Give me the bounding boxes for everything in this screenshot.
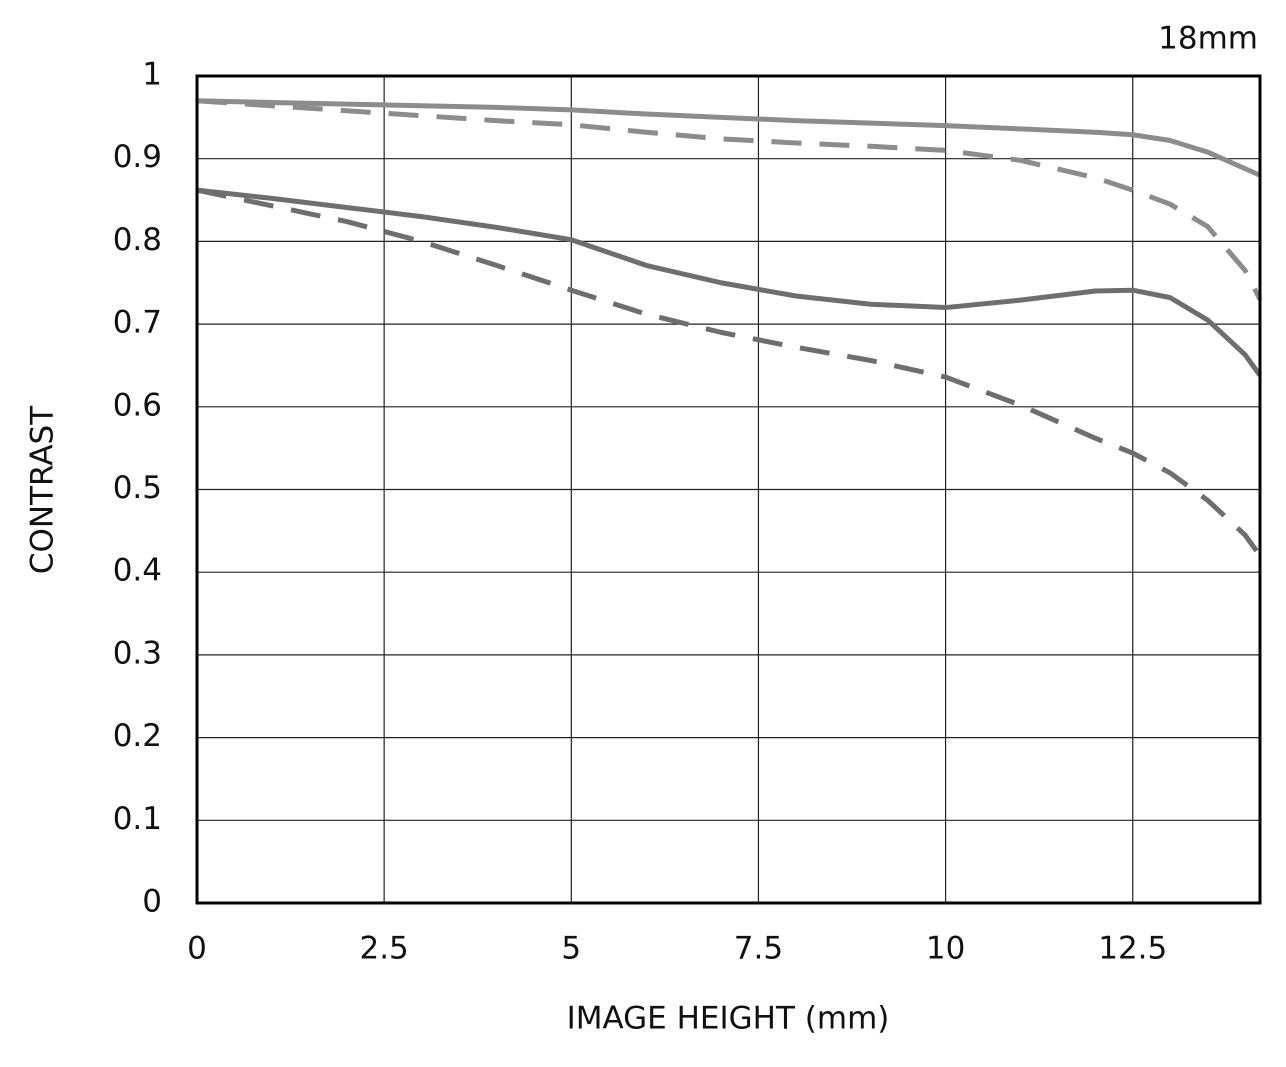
x-tick-label: 0	[187, 931, 207, 967]
series-line	[196, 187, 1263, 558]
y-tick-label: 0.4	[113, 553, 162, 589]
y-tick-label: 0	[142, 884, 162, 920]
y-tick-label: 0.5	[113, 470, 162, 506]
x-tick-label: 7.5	[734, 931, 783, 967]
series-line	[196, 98, 1262, 178]
x-tick-label: 2.5	[359, 931, 408, 967]
y-axis-label: CONTRAST	[25, 405, 61, 574]
series-line	[196, 98, 1263, 301]
x-tick-label: 12.5	[1098, 931, 1167, 967]
y-tick-label: 1	[142, 57, 162, 93]
x-axis-label: IMAGE HEIGHT (mm)	[567, 1001, 890, 1037]
plot-frame	[195, 74, 1262, 905]
y-tick-label: 0.9	[113, 139, 162, 175]
x-tick-label: 5	[561, 931, 581, 967]
y-tick-label: 0.6	[113, 387, 162, 423]
chart-title: 18mm	[1158, 21, 1258, 57]
x-tick-label: 10	[926, 931, 965, 967]
y-tick-label: 0.3	[113, 635, 162, 671]
y-tick-label: 0.8	[113, 222, 162, 258]
y-tick-label: 0.1	[113, 801, 162, 837]
y-tick-label: 0.2	[113, 718, 162, 754]
y-tick-label: 0.7	[113, 305, 162, 341]
series-line	[196, 187, 1263, 377]
